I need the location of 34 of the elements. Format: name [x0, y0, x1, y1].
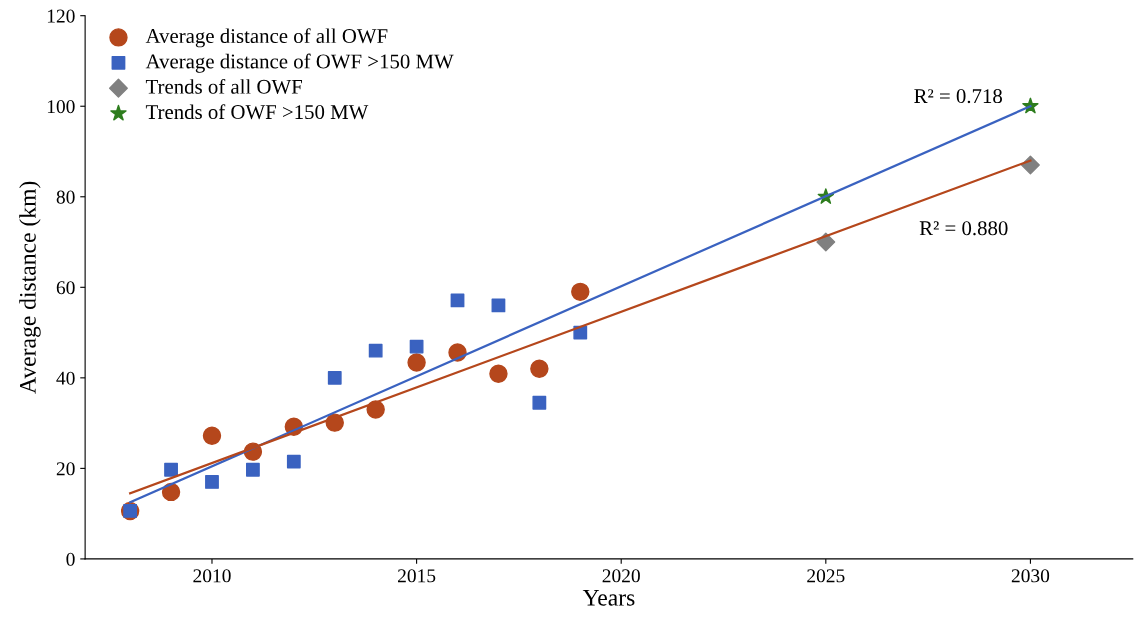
point	[164, 462, 178, 477]
point	[532, 395, 547, 410]
legend-label: Average distance of all OWF	[145, 28, 388, 48]
y-tick-label: 0	[66, 552, 75, 566]
point	[327, 370, 342, 385]
x-tick-label: 2010	[193, 569, 231, 583]
x-axis-title: Years	[582, 589, 635, 606]
point	[571, 282, 590, 302]
point	[409, 339, 424, 354]
point	[161, 482, 181, 502]
y-tick-label: 120	[47, 9, 75, 23]
point	[489, 364, 508, 383]
y-tick-label: 20	[56, 462, 75, 476]
x-tick-label: 2030	[1011, 569, 1050, 583]
point	[205, 475, 219, 489]
y-tick-label: 100	[47, 100, 75, 114]
y-tick-label: 40	[56, 371, 75, 385]
legend-label: Average distance of OWF >150 MW	[145, 53, 454, 73]
legend-label: Trends of all OWF	[145, 78, 303, 94]
point	[530, 359, 549, 378]
x-tick-label: 2025	[807, 569, 845, 583]
annotation: R² = 0.880	[919, 221, 1008, 236]
y-axis-title: Average distance (km)	[19, 181, 41, 394]
y-tick-label: 80	[56, 190, 75, 204]
x-tick-label: 2015	[398, 569, 436, 583]
x-tick-label: 2020	[602, 569, 640, 583]
legend-label: Trends of OWF >150 MW	[145, 104, 369, 120]
y-tick-label: 60	[56, 281, 75, 295]
point	[407, 353, 426, 372]
point	[286, 454, 301, 469]
point	[202, 426, 222, 445]
point	[245, 462, 260, 477]
point	[368, 343, 383, 358]
annotation: R² = 0.718	[914, 89, 1002, 104]
